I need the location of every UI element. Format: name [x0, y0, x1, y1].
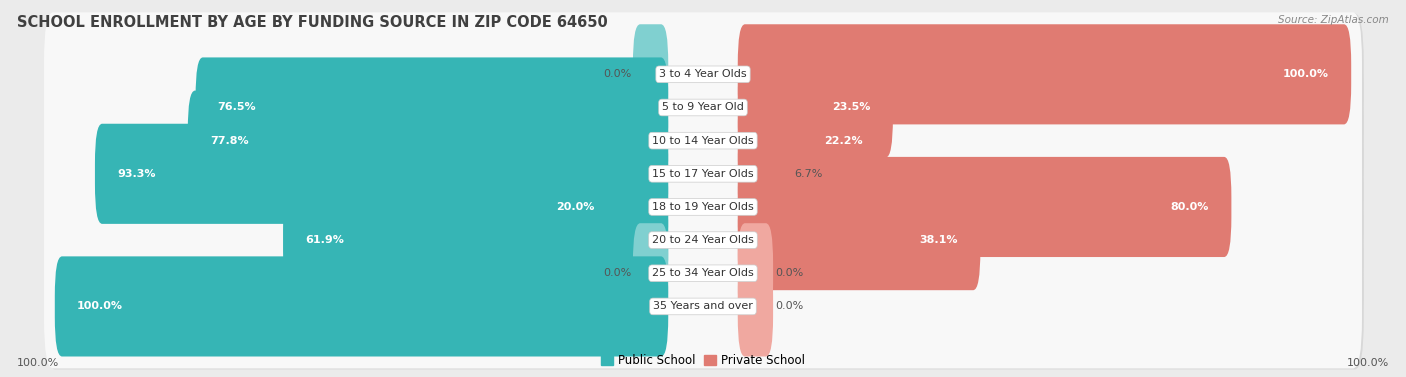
- Text: 6.7%: 6.7%: [794, 169, 823, 179]
- Text: 35 Years and over: 35 Years and over: [652, 302, 754, 311]
- Text: SCHOOL ENROLLMENT BY AGE BY FUNDING SOURCE IN ZIP CODE 64650: SCHOOL ENROLLMENT BY AGE BY FUNDING SOUR…: [17, 15, 607, 30]
- FancyBboxPatch shape: [44, 79, 1362, 203]
- FancyBboxPatch shape: [46, 146, 1364, 270]
- Text: 100.0%: 100.0%: [1347, 357, 1389, 368]
- Text: 22.2%: 22.2%: [824, 136, 863, 146]
- Text: 0.0%: 0.0%: [603, 69, 631, 79]
- Text: 0.0%: 0.0%: [775, 302, 803, 311]
- Text: 100.0%: 100.0%: [17, 357, 59, 368]
- Text: 20.0%: 20.0%: [557, 202, 595, 212]
- Text: 25 to 34 Year Olds: 25 to 34 Year Olds: [652, 268, 754, 278]
- FancyBboxPatch shape: [738, 256, 773, 357]
- FancyBboxPatch shape: [44, 145, 1362, 269]
- FancyBboxPatch shape: [46, 212, 1364, 336]
- Text: 15 to 17 Year Olds: 15 to 17 Year Olds: [652, 169, 754, 179]
- FancyBboxPatch shape: [44, 244, 1362, 368]
- Text: 3 to 4 Year Olds: 3 to 4 Year Olds: [659, 69, 747, 79]
- FancyBboxPatch shape: [44, 46, 1362, 170]
- Text: 100.0%: 100.0%: [1284, 69, 1329, 79]
- FancyBboxPatch shape: [44, 211, 1362, 335]
- FancyBboxPatch shape: [55, 256, 668, 357]
- Text: 20 to 24 Year Olds: 20 to 24 Year Olds: [652, 235, 754, 245]
- FancyBboxPatch shape: [738, 190, 980, 290]
- Text: 10 to 14 Year Olds: 10 to 14 Year Olds: [652, 136, 754, 146]
- Text: 80.0%: 80.0%: [1171, 202, 1209, 212]
- Text: 5 to 9 Year Old: 5 to 9 Year Old: [662, 103, 744, 112]
- FancyBboxPatch shape: [534, 157, 668, 257]
- Text: 61.9%: 61.9%: [305, 235, 344, 245]
- FancyBboxPatch shape: [188, 90, 668, 191]
- FancyBboxPatch shape: [738, 124, 792, 224]
- Text: 93.3%: 93.3%: [117, 169, 156, 179]
- Text: 0.0%: 0.0%: [603, 268, 631, 278]
- Text: 76.5%: 76.5%: [218, 103, 256, 112]
- Text: 0.0%: 0.0%: [775, 268, 803, 278]
- FancyBboxPatch shape: [195, 57, 668, 158]
- Text: Source: ZipAtlas.com: Source: ZipAtlas.com: [1278, 15, 1389, 25]
- FancyBboxPatch shape: [96, 124, 668, 224]
- FancyBboxPatch shape: [738, 24, 1351, 124]
- FancyBboxPatch shape: [633, 24, 668, 124]
- FancyBboxPatch shape: [44, 12, 1362, 136]
- FancyBboxPatch shape: [44, 112, 1362, 236]
- FancyBboxPatch shape: [46, 179, 1364, 303]
- FancyBboxPatch shape: [283, 190, 668, 290]
- Text: 23.5%: 23.5%: [832, 103, 870, 112]
- FancyBboxPatch shape: [633, 223, 668, 323]
- FancyBboxPatch shape: [46, 245, 1364, 369]
- FancyBboxPatch shape: [46, 80, 1364, 204]
- Text: 100.0%: 100.0%: [77, 302, 122, 311]
- FancyBboxPatch shape: [738, 223, 773, 323]
- FancyBboxPatch shape: [46, 113, 1364, 237]
- Text: 77.8%: 77.8%: [209, 136, 249, 146]
- Legend: Public School, Private School: Public School, Private School: [596, 349, 810, 372]
- Text: 38.1%: 38.1%: [920, 235, 959, 245]
- FancyBboxPatch shape: [44, 178, 1362, 302]
- Text: 18 to 19 Year Olds: 18 to 19 Year Olds: [652, 202, 754, 212]
- FancyBboxPatch shape: [46, 13, 1364, 137]
- FancyBboxPatch shape: [46, 46, 1364, 170]
- FancyBboxPatch shape: [738, 157, 1232, 257]
- FancyBboxPatch shape: [738, 57, 893, 158]
- FancyBboxPatch shape: [738, 90, 886, 191]
